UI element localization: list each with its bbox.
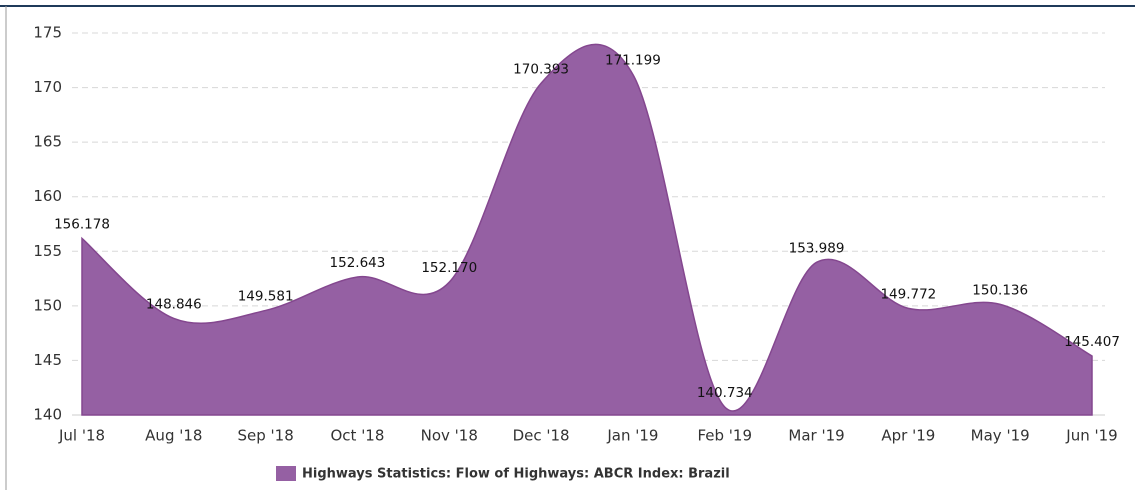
- y-tick-label: 170: [33, 78, 62, 96]
- data-label: 140.734: [697, 385, 753, 401]
- data-label: 171.199: [605, 52, 661, 68]
- y-tick-label: 165: [33, 133, 62, 151]
- data-label: 145.407: [1064, 334, 1120, 350]
- x-tick-label: Dec '18: [513, 427, 570, 445]
- x-tick-label: Jun '19: [1065, 427, 1117, 445]
- y-tick-label: 150: [33, 296, 62, 314]
- data-label: 153.989: [789, 240, 845, 256]
- x-tick-label: Sep '18: [238, 427, 294, 445]
- legend-swatch: [276, 466, 296, 481]
- x-tick-label: Feb '19: [697, 427, 752, 445]
- data-label: 152.643: [330, 255, 386, 271]
- x-tick-label: Aug '18: [145, 427, 202, 445]
- data-label: 152.170: [421, 260, 477, 276]
- legend-label: Highways Statistics: Flow of Highways: A…: [302, 467, 730, 482]
- x-tick-label: Oct '18: [330, 427, 384, 445]
- y-tick-label: 140: [33, 406, 62, 424]
- area: [81, 43, 1093, 416]
- data-label: 149.772: [880, 286, 936, 302]
- x-tick-label: May '19: [971, 427, 1030, 445]
- data-label: 170.393: [513, 61, 569, 77]
- y-tick-label: 145: [33, 351, 62, 369]
- x-tick-label: Jul '18: [58, 427, 105, 445]
- data-label: 150.136: [972, 282, 1028, 298]
- y-tick-label: 155: [33, 242, 62, 260]
- x-tick-label: Nov '18: [421, 427, 478, 445]
- data-label: 148.846: [146, 296, 202, 312]
- data-label: 156.178: [54, 216, 110, 232]
- x-tick-label: Jan '19: [606, 427, 658, 445]
- x-tick-label: Mar '19: [788, 427, 844, 445]
- y-tick-label: 175: [33, 24, 62, 42]
- y-tick-label: 160: [33, 187, 62, 205]
- data-label: 149.581: [238, 288, 294, 304]
- x-tick-label: Apr '19: [881, 427, 935, 445]
